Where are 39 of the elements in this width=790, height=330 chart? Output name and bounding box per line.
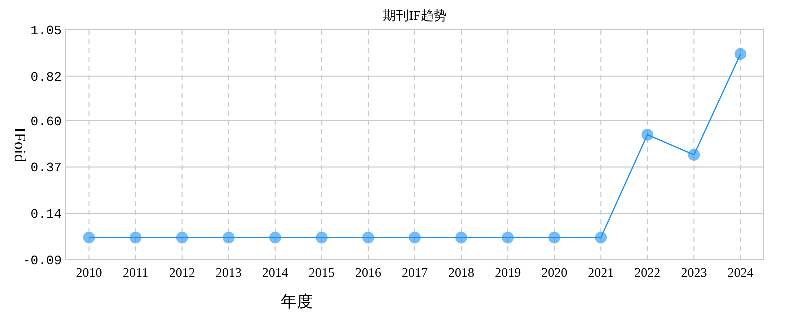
y-tick-label: 0.82 [30,70,62,85]
point [502,232,514,244]
point [83,232,96,244]
x-tick-label: 2018 [448,265,475,280]
x-tick-label: 2012 [169,265,196,280]
x-tick-label: 2011 [123,265,149,280]
chart-title: 期刊IF趋势 [383,8,447,23]
y-tick-label: 0.60 [30,114,62,130]
point [269,232,282,244]
x-tick-label: 2010 [76,265,102,280]
point [130,232,142,244]
y-axis-title: IFoid [11,128,28,162]
x-tick-label: 2013 [216,265,242,280]
x-tick-label: 2021 [588,265,614,280]
x-tick-label: 2014 [262,265,289,280]
point [409,232,421,244]
x-tick-label: 2020 [542,265,568,280]
x-tick-label: 2017 [402,265,428,280]
y-tick-label: 0.37 [30,160,62,176]
y-tick-label: 0.14 [30,207,62,222]
point [222,232,235,244]
point [642,129,654,141]
point [688,149,700,161]
point [316,232,328,244]
y-tick-label: -0.09 [22,254,62,269]
x-tick-label: 2016 [355,265,382,280]
y-tick-label: 1.05 [30,24,62,39]
x-tick-label: 2024 [728,265,754,280]
x-tick-label: 2019 [495,265,522,280]
point [595,232,608,244]
point [734,48,747,60]
point [176,232,188,244]
x-tick-label: 2023 [681,265,708,280]
point [548,232,561,244]
point [362,232,374,244]
x-tick-label: 2015 [308,265,335,280]
x-tick-label: 2022 [634,265,661,280]
x-axis-title: 年度 [281,293,313,311]
point [456,232,468,244]
